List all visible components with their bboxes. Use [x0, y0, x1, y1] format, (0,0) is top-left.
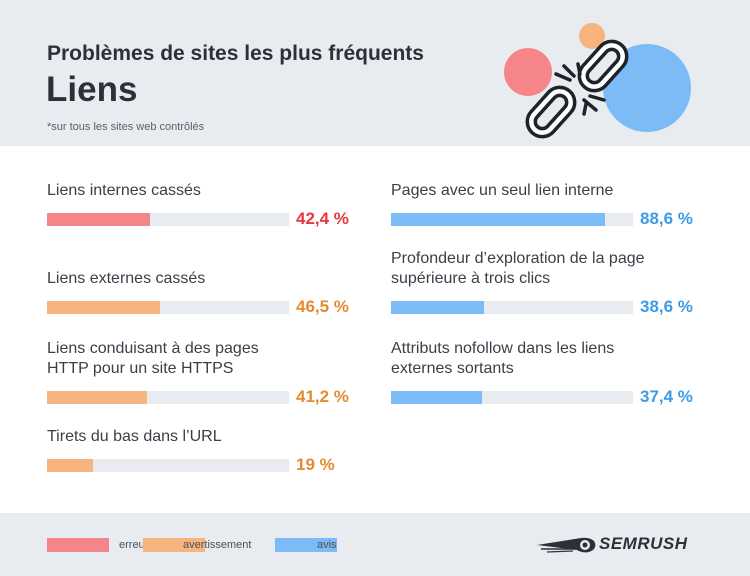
bar-track [47, 391, 289, 404]
bar-track [391, 301, 633, 314]
bar-value-label: 19 % [296, 455, 335, 474]
bar-label: Liens conduisant à des pages [47, 340, 259, 357]
semrush-logo: SEMRUSH [537, 533, 697, 557]
legend-swatch-avertissement [143, 538, 205, 552]
brand-name: SEMRUSH [599, 534, 688, 553]
page-title: Problèmes de sites les plus fréquents [47, 42, 424, 65]
bar-label: Tirets du bas dans l’URL [47, 428, 222, 445]
bar-value-label: 38,6 % [640, 297, 693, 316]
bar-track [47, 459, 289, 472]
bar-label: supérieure à trois clics [391, 270, 551, 287]
bar-label: Attributs nofollow dans les liens [391, 340, 615, 357]
header-band: Problèmes de sites les plus fréquents Li… [0, 0, 750, 146]
bar-label: Liens internes cassés [47, 182, 201, 199]
bar-value-label: 37,4 % [640, 387, 693, 406]
bar-label: externes sortants [391, 360, 514, 377]
bar-fill [47, 459, 93, 472]
bar-value-label: 41,2 % [296, 387, 349, 406]
bar-label: Profondeur d’exploration de la page [391, 250, 645, 267]
legend-label-avis: avis [317, 539, 337, 551]
legend-label-erreur: erreur [119, 539, 149, 551]
page-subtitle: Liens [46, 70, 138, 109]
bar-label: HTTP pour un site HTTPS [47, 360, 234, 377]
bar-track [47, 213, 289, 226]
bar-fill [391, 391, 482, 404]
bar-fill [47, 301, 160, 314]
bar-value-label: 42,4 % [296, 209, 349, 228]
legend-swatch-avis [275, 538, 337, 552]
legend-label-avertissement: avertissement [183, 539, 252, 551]
bar-value-label: 46,5 % [296, 297, 349, 316]
bar-fill [391, 301, 485, 314]
bar-track [391, 213, 633, 226]
bar-label: Liens externes cassés [47, 270, 206, 287]
bar-label: Pages avec un seul lien interne [391, 182, 614, 199]
bar-track [47, 301, 289, 314]
bar-fill [47, 213, 150, 226]
bar-fill [391, 213, 606, 226]
bar-fill [47, 391, 147, 404]
footnote: *sur tous les sites web contrôlés [47, 121, 205, 133]
legend-swatch-erreur [47, 538, 109, 552]
bar-value-label: 88,6 % [640, 209, 693, 228]
legend-band: erreur avertissement avis SEMRUSH [0, 513, 750, 576]
bar-track [391, 391, 633, 404]
semrush-comet-logo [537, 537, 596, 553]
